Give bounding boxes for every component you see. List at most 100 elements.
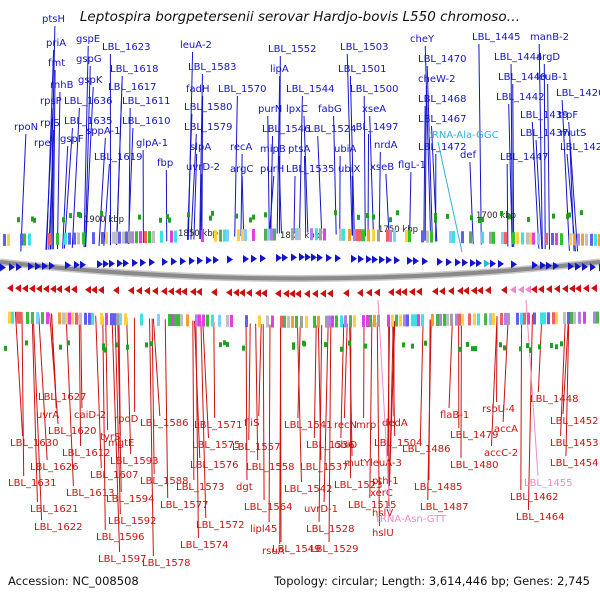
reverse-leader-line (14, 311, 24, 437)
forward-gene-label: priA (46, 38, 66, 49)
reverse-gene-arrow (525, 285, 531, 294)
reverse-gene-arrow (439, 287, 445, 296)
reverse-leader-line (202, 321, 210, 439)
forward-gene-arrow (413, 256, 419, 265)
forward-gene-label: cheY (410, 34, 435, 45)
reverse-cog-block (570, 311, 573, 324)
forward-gene-label: LBL_1617 (108, 82, 156, 93)
forward-cog-block (77, 232, 80, 245)
forward-cog-block (489, 231, 492, 244)
marker-dot (138, 214, 141, 220)
forward-leader-line (409, 171, 412, 240)
forward-leader-line (199, 73, 203, 240)
reverse-cog-block (198, 314, 201, 327)
forward-leader-line (234, 95, 238, 237)
reverse-gene-arrow (113, 286, 119, 295)
forward-cog-block (386, 229, 389, 242)
reverse-cog-block (543, 312, 546, 325)
forward-gene-label: uvrD-2 (186, 162, 220, 173)
forward-gene-arrow (437, 257, 443, 266)
forward-cog-block (270, 228, 273, 241)
reverse-gene-label: LBL_1557 (232, 442, 280, 453)
forward-leader-line (103, 163, 110, 246)
marker-dot (389, 217, 392, 223)
reverse-gene-label: mgtE (108, 438, 134, 449)
forward-gene-label: LBL_1470 (418, 54, 466, 65)
reverse-gene-label: LBL_1485 (414, 482, 462, 493)
forward-gene-label: argD (536, 52, 560, 63)
reverse-leader-line (245, 323, 248, 481)
forward-leader-line (424, 45, 432, 242)
forward-cog-block (585, 233, 588, 246)
reverse-cog-block (436, 313, 439, 326)
forward-gene-label: LBL_1442 (496, 92, 544, 103)
marker-dot (168, 217, 171, 223)
forward-gene-arrow (476, 259, 482, 268)
reverse-leader-line (343, 323, 348, 419)
reverse-cog-block (62, 312, 65, 325)
forward-gene-arrow (260, 254, 266, 263)
forward-gene-arrow (407, 256, 413, 265)
forward-gene-label: rnhB (50, 80, 74, 91)
forward-gene-arrow (568, 262, 574, 271)
marker-dot (145, 342, 148, 348)
forward-cog-block (92, 232, 95, 245)
reverse-cog-block (291, 315, 294, 328)
forward-leader-line (363, 95, 366, 237)
forward-leader-line (317, 135, 323, 234)
marker-dot (396, 210, 399, 216)
reverse-cog-block (583, 311, 586, 324)
reverse-cog-block (458, 313, 461, 326)
reverse-leader-line (565, 312, 570, 457)
reverse-cog-block (174, 314, 177, 327)
forward-gene-label: LBL_1440 (498, 72, 546, 83)
reverse-gene-arrow (239, 288, 245, 297)
forward-cog-block (135, 231, 138, 244)
reverse-gene-label: pth-1 (372, 476, 399, 487)
reverse-leader-line (502, 315, 509, 423)
forward-leader-line (276, 75, 281, 234)
reverse-cog-block (16, 311, 19, 324)
reverse-gene-arrow (457, 286, 463, 295)
reverse-cog-block (271, 315, 274, 328)
marker-dot (33, 217, 36, 223)
reverse-gene-arrow (546, 285, 552, 294)
forward-cog-block (139, 231, 142, 244)
forward-cog-block (353, 229, 356, 242)
reverse-gene-arrow (409, 287, 415, 296)
reverse-cog-block (113, 313, 116, 326)
reverse-gene-label: mrp (356, 420, 376, 431)
reverse-gene-arrow (477, 286, 483, 295)
forward-leader-line (193, 153, 198, 240)
forward-cog-block (555, 233, 558, 246)
reverse-gene-label: LBL_1577 (160, 500, 208, 511)
reverse-cog-block (533, 312, 536, 325)
forward-leader-line (506, 163, 509, 247)
reverse-leader-line (192, 320, 195, 481)
reverse-leader-line (255, 323, 259, 461)
forward-leader-line (187, 113, 193, 240)
forward-leader-line (20, 133, 27, 252)
forward-gene-label: LBL_1447 (500, 152, 548, 163)
reverse-gene-arrow (196, 287, 202, 296)
forward-cog-block (73, 232, 76, 245)
marker-dot (219, 342, 222, 348)
reverse-gene-arrow (591, 284, 597, 293)
reverse-cog-block (573, 311, 576, 324)
reverse-cog-block (489, 313, 492, 326)
reverse-cog-block (177, 314, 180, 327)
reverse-leader-line (49, 313, 59, 425)
forward-gene-label: LBL_1552 (268, 44, 316, 55)
reverse-leader-line (21, 312, 25, 477)
forward-gene-label: ubiX (338, 164, 360, 175)
marker-dot (474, 346, 477, 352)
forward-gene-arrow (243, 254, 249, 263)
forward-leader-line (45, 107, 54, 250)
marker-dot (104, 347, 107, 353)
reverse-cog-block (563, 312, 566, 325)
forward-gene-label: trpF (558, 110, 578, 121)
reverse-leader-line (448, 318, 453, 409)
forward-cog-block (323, 228, 326, 241)
forward-rna-label: tRNA-Ala-GGC (428, 130, 499, 141)
forward-cog-block (82, 232, 85, 245)
